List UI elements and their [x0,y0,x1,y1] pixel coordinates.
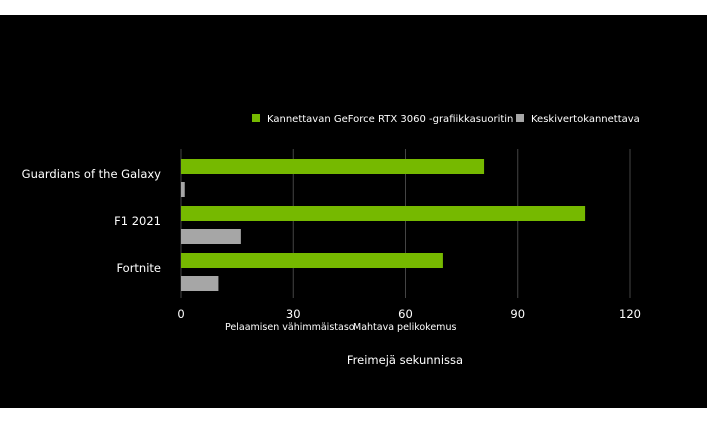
x-tick-90: 90 [510,307,525,321]
bar-fortnite-series-2 [181,276,219,291]
x-tick-labels: 0 30 60 90 120 [177,307,641,321]
category-label-guardians-of-the-galaxy: Guardians of the Galaxy [22,167,162,181]
bar-guardians-of-the-galaxy-series-2 [181,182,185,197]
bar-f1-2021-series-1 [181,206,586,221]
annotation-great-gaming-experience: Mahtava pelikokemus [353,322,456,333]
x-tick-30: 30 [286,307,301,321]
legend-swatch-rtx3060 [252,114,260,122]
legend-label-rtx3060: Kannettavan GeForce RTX 3060 -grafiikkas… [267,114,513,125]
annotation-minimum-gaming-level: Pelaamisen vähimmäistaso [225,322,355,333]
bar-fortnite-series-1 [181,253,443,268]
x-tick-120: 120 [619,307,641,321]
bar-f1-2021-series-2 [181,229,241,244]
bars [181,159,586,291]
x-axis-title: Freimejä sekunnissa [347,353,463,367]
category-label-f1-2021: F1 2021 [114,214,161,228]
x-tick-0: 0 [177,307,184,321]
legend: Kannettavan GeForce RTX 3060 -grafiikkas… [252,114,640,125]
legend-swatch-average-laptop [516,114,524,122]
category-label-fortnite: Fortnite [116,261,161,275]
bar-chart: Guardians of the Galaxy F1 2021 Fortnite 0… [22,114,641,367]
legend-label-average-laptop: Keskivertokannettava [531,114,640,125]
x-tick-60: 60 [398,307,413,321]
chart-panel: Guardians of the Galaxy F1 2021 Fortnite 0… [0,15,707,408]
category-labels: Guardians of the Galaxy F1 2021 Fortnite [22,167,162,275]
bar-guardians-of-the-galaxy-series-1 [181,159,485,174]
